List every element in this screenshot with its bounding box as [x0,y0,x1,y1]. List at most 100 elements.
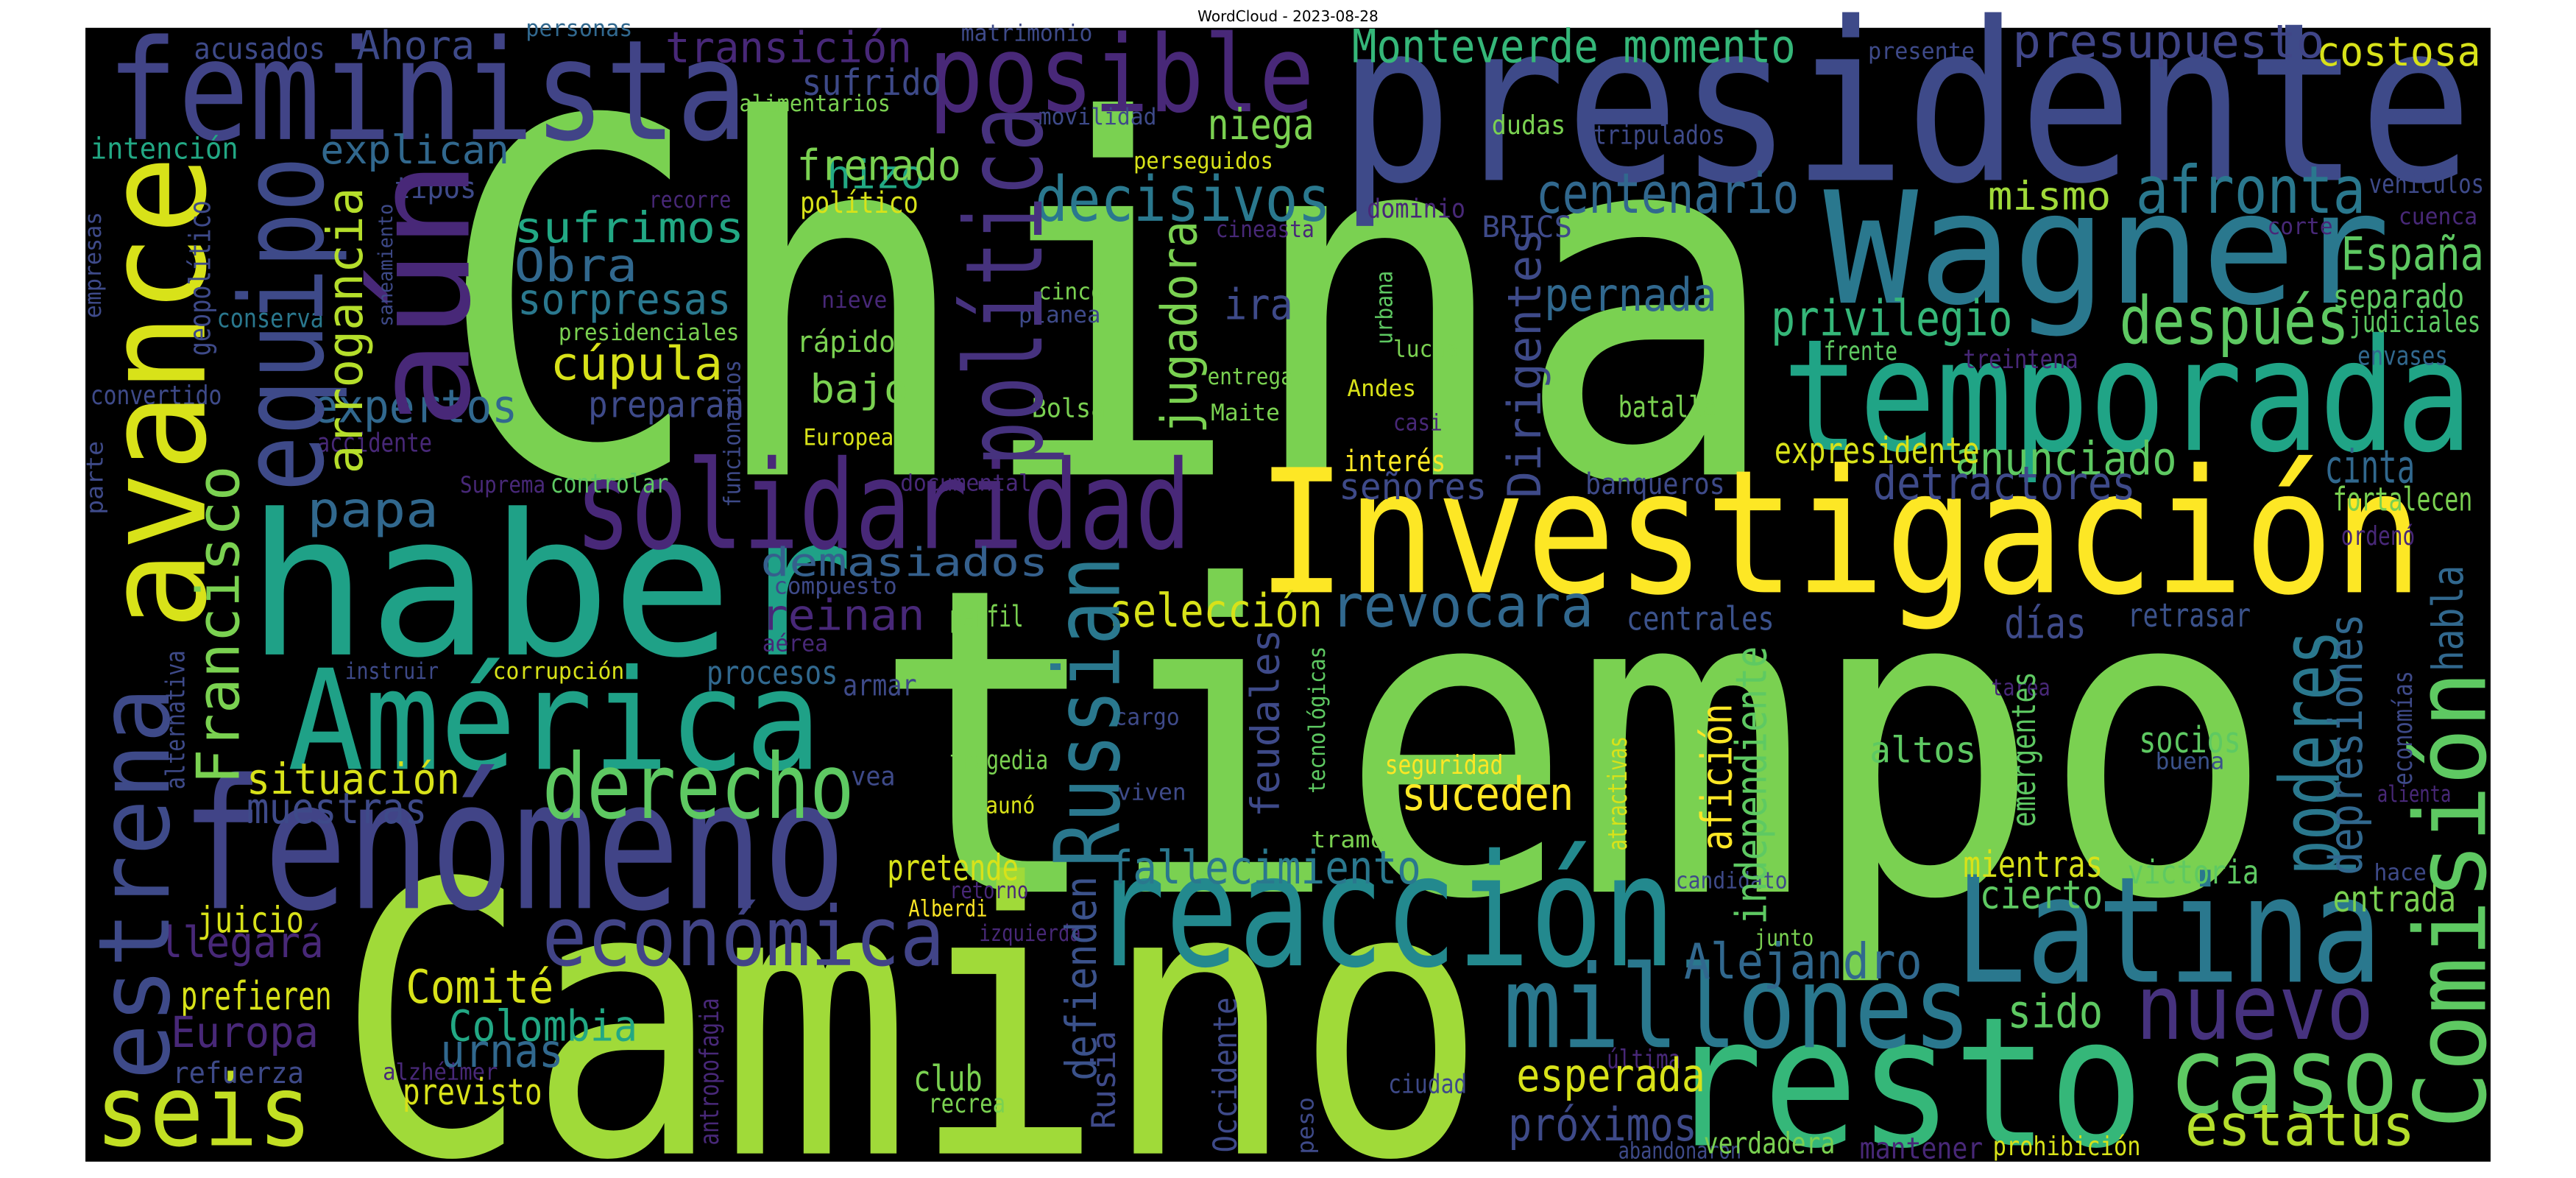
word: costosa [2316,28,2480,76]
word: Comité [406,960,553,1014]
word: jugadora [1151,221,1209,434]
word: banqueros [1585,468,1725,501]
plot-background [85,27,2491,1162]
word: feminista [107,10,748,172]
word: ira [1224,279,1293,329]
word: nuevo [2136,955,2374,1060]
word: haber [247,473,854,701]
word: Alejandro [1684,933,1922,990]
word: tripulados [1593,121,1725,151]
word: lucha [1393,336,1459,363]
word: estatus [2185,1093,2416,1160]
word: fallecimiento [1109,841,1421,895]
word: cargo [1114,705,1179,731]
word: dudas [1492,110,1565,141]
word: intención [91,133,238,166]
word: alternativa [160,650,191,789]
word: BRICS [1482,211,1572,244]
word: conserva [217,304,324,334]
word: habla [2423,565,2473,671]
word: económica [542,890,945,985]
word: reinan [760,590,924,641]
word: sido [2008,985,2103,1039]
word: recorre [649,187,732,214]
word: fortalecen [2333,480,2473,518]
word: pretende [887,847,1019,889]
word: niega [1208,99,1314,149]
word: estrena [77,687,192,1079]
word: sorpresas [517,275,731,325]
word: personas [526,15,632,42]
word: posible [928,13,1314,137]
word: refuerza [172,1057,304,1090]
word: retrasar [2128,596,2251,635]
word: suceden [1401,767,1574,821]
word: socios [2139,719,2240,761]
word: perfil [949,600,1023,634]
word: pernada [1544,268,1716,322]
word: armar [843,669,916,703]
word: centenario [1536,161,1799,226]
word: Camino [337,805,1487,1178]
word: cinco [1038,279,1104,306]
word: decisivos [1035,163,1331,236]
word: afición [1692,704,1742,851]
word: hace [2374,860,2426,886]
word: Europa [171,1007,319,1057]
word: presupuesto [2012,15,2324,68]
word: próximos [1508,1098,1697,1151]
word: geopolítico [183,200,217,356]
word: reacción [1092,822,1675,1002]
word: preparan [588,384,744,426]
word: Francisco [184,465,252,784]
word: Comisión [2393,671,2508,1129]
word: América [288,640,821,803]
word: Investigación [1257,434,2424,633]
word: Suprema [460,472,545,498]
word: China [436,19,1783,590]
word: Occidente [1206,997,1245,1152]
word: entrada [2333,878,2456,920]
word: batalla [1618,391,1717,425]
word: independiente [1726,646,1776,925]
word: seguridad [1385,750,1504,780]
word: sufrimos [514,202,745,253]
word: interés [1344,445,1446,479]
word: alzhéimer [383,1059,498,1086]
word: nieve [821,287,887,314]
word: fenómeno [181,741,846,950]
word: Obra [514,239,637,292]
word: seis [95,1054,312,1169]
word: tiempo [871,497,2275,992]
word: envases [2357,342,2448,372]
word: empresas [80,212,107,318]
word: izquierda [979,920,1080,947]
word: saneamiento [375,204,397,327]
word: treintena [1963,345,2078,375]
word: presidenciales [559,320,740,346]
word: días [2004,599,2087,649]
word: Rusia [1085,1031,1123,1129]
word: documental [900,470,1032,497]
word: mientras [1963,844,2103,886]
word: señores [1339,466,1487,508]
word: selección [1109,584,1323,638]
word: altos [1869,730,1976,772]
word: Dirigentes [1498,228,1551,498]
word: defienden [1056,876,1106,1081]
word: buena [2156,749,2225,775]
word: controlar [551,469,669,499]
word: Wagner [1824,159,2391,339]
word: demasiados [760,539,1048,585]
word: ordenó [2341,521,2415,551]
word: planea [1019,302,1101,328]
word: España [2341,228,2484,281]
word: aún [347,160,500,430]
word: detractores [1873,456,2136,510]
word: temporada [1783,306,2473,487]
word: resto [1668,978,2144,1178]
word: vehículos [2369,169,2484,200]
word: tipos [394,172,477,205]
word: privilegio [1771,290,2012,348]
